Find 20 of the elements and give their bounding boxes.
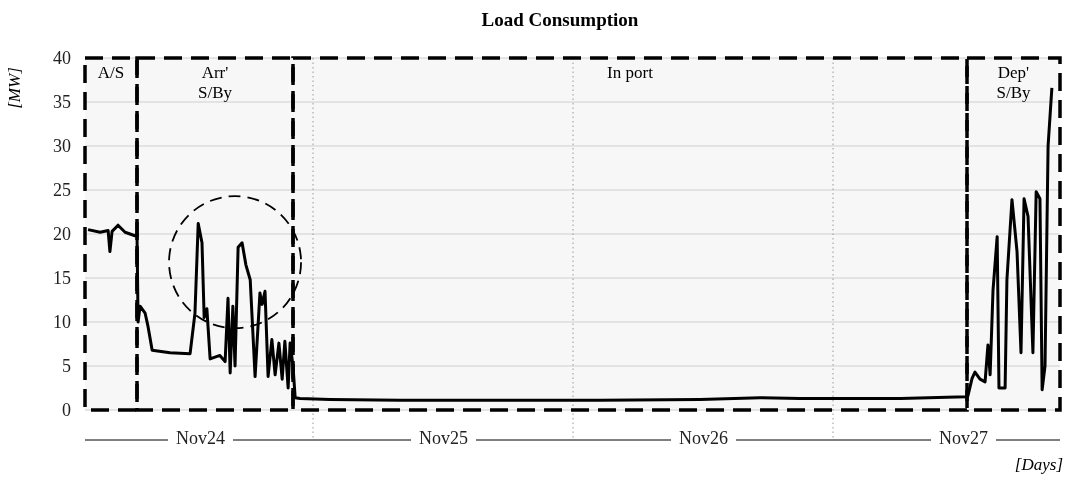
band-label: In port — [607, 63, 654, 82]
chart-title: Load Consumption — [481, 9, 639, 30]
y-tick-label: 35 — [53, 92, 71, 113]
band-label: Dep' S/By — [996, 63, 1032, 102]
x-tick-label: Nov26 — [679, 427, 729, 448]
x-tick-label: Nov27 — [939, 427, 989, 448]
y-tick-label: 40 — [53, 48, 71, 69]
y-tick-label: 15 — [53, 268, 71, 289]
y-tick-label: 5 — [62, 356, 71, 377]
x-tick-label: Nov25 — [419, 427, 469, 448]
y-tick-label: 0 — [62, 400, 71, 421]
y-tick-label: 20 — [53, 224, 71, 245]
band-label: Arr' S/By — [197, 63, 233, 102]
y-tick-label: 25 — [53, 180, 71, 201]
y-axis-title: [MW] — [5, 67, 24, 109]
x-axis-title: [Days] — [1014, 455, 1063, 474]
band-label: A/S — [97, 63, 125, 82]
y-tick-label: 10 — [53, 312, 71, 333]
x-tick-label: Nov24 — [176, 427, 226, 448]
y-tick-label: 30 — [53, 136, 71, 157]
